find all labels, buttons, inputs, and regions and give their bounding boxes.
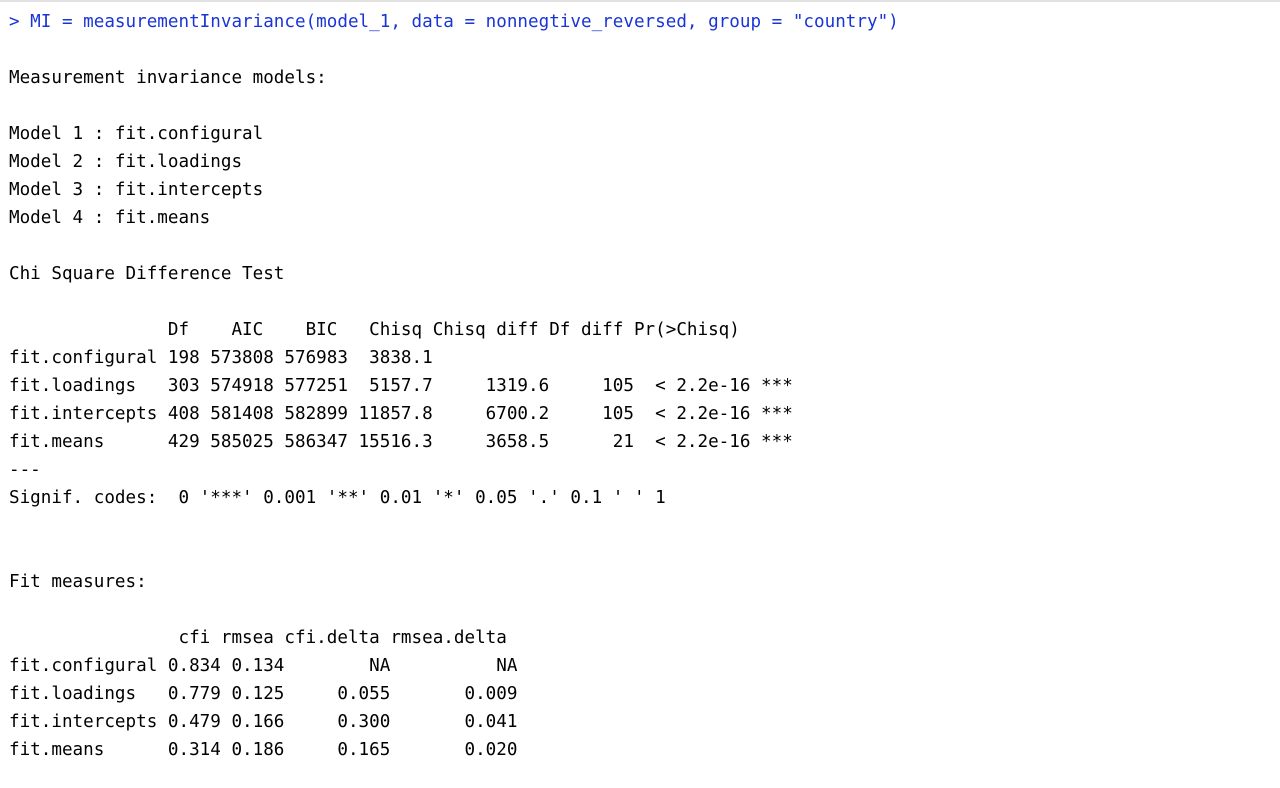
table-row: fit.means 429 585025 586347 15516.3 3658…	[9, 432, 793, 452]
output-line	[9, 288, 1280, 316]
table-row: fit.configural 0.834 0.134 NA NA	[9, 656, 518, 676]
output-line-heading: Chi Square Difference Test	[9, 264, 285, 284]
command-line: > MI = measurementInvariance(model_1, da…	[9, 12, 899, 32]
output-line-model: Model 3 : fit.intercepts	[9, 180, 264, 200]
output-line-model: Model 4 : fit.means	[9, 208, 211, 228]
console-output: Measurement invariance models: Model 1 :…	[9, 36, 1280, 764]
output-line-heading: Fit measures:	[9, 572, 147, 592]
output-line-heading: Measurement invariance models:	[9, 68, 327, 88]
table-row: fit.intercepts 0.479 0.166 0.300 0.041	[9, 712, 518, 732]
separator-line: ---	[9, 460, 41, 480]
table-row: fit.loadings 303 574918 577251 5157.7 13…	[9, 376, 793, 396]
output-line	[9, 92, 1280, 120]
output-line	[9, 540, 1280, 568]
output-line	[9, 596, 1280, 624]
table-row: fit.configural 198 573808 576983 3838.1	[9, 348, 433, 368]
table-row: fit.loadings 0.779 0.125 0.055 0.009	[9, 684, 518, 704]
table-header: cfi rmsea cfi.delta rmsea.delta	[9, 628, 507, 648]
output-line	[9, 36, 1280, 64]
signif-codes-line: Signif. codes: 0 '***' 0.001 '**' 0.01 '…	[9, 488, 666, 508]
table-row: fit.means 0.314 0.186 0.165 0.020	[9, 740, 518, 760]
table-row: fit.intercepts 408 581408 582899 11857.8…	[9, 404, 793, 424]
output-line	[9, 512, 1280, 540]
table-header: Df AIC BIC Chisq Chisq diff Df diff Pr(>…	[9, 320, 740, 340]
output-line-model: Model 2 : fit.loadings	[9, 152, 243, 172]
output-line-model: Model 1 : fit.configural	[9, 124, 264, 144]
output-line	[9, 232, 1280, 260]
